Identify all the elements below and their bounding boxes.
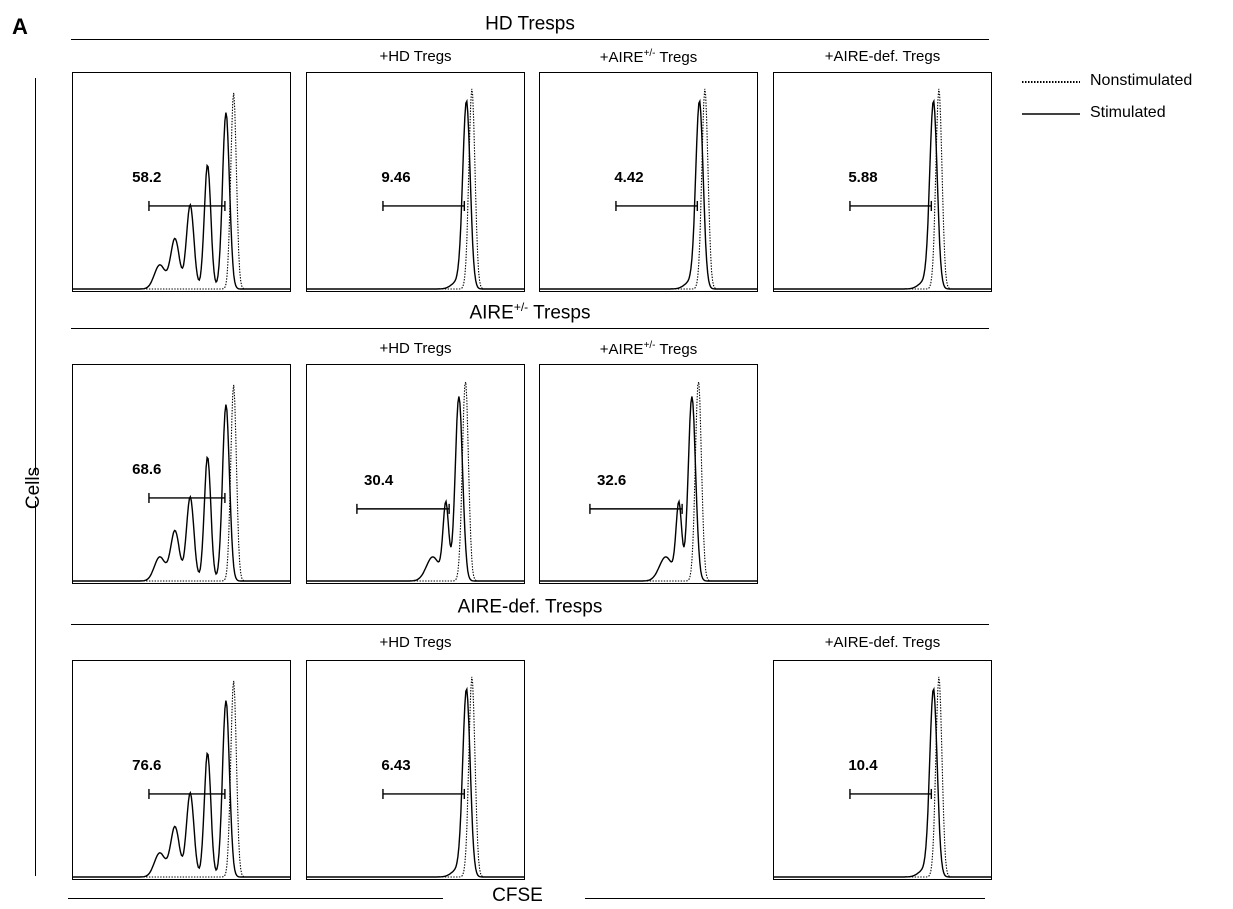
gate-value: 30.4 — [364, 472, 394, 489]
histogram-panel: 10.4 — [773, 660, 992, 880]
histogram-panel: 30.4 — [306, 364, 525, 584]
row-separator — [71, 328, 989, 329]
nonstimulated-curve — [540, 88, 757, 290]
row-title-main: HD Tresps — [485, 13, 575, 35]
histogram-svg: 5.88 — [774, 88, 991, 290]
gate-value: 32.6 — [597, 472, 626, 489]
row-title-main: AIRE — [469, 302, 514, 324]
stimulated-curve — [73, 700, 290, 878]
row-title-main: AIRE-def. Tresps — [457, 596, 603, 618]
histogram-title-main: +AIRE — [599, 49, 644, 66]
gate-value: 6.43 — [381, 757, 410, 774]
panel-label: A — [12, 14, 28, 39]
stimulated-curve — [73, 112, 290, 290]
nonstimulated-curve — [307, 88, 524, 290]
stimulated-curve — [540, 98, 757, 290]
nonstimulated-curve — [73, 384, 290, 582]
histogram-title: +AIRE-def. Tregs — [773, 634, 992, 651]
gate-value: 4.42 — [614, 169, 643, 186]
histogram-title: +AIRE+/- Tregs — [539, 48, 758, 66]
legend-stimulated-label: Stimulated — [1090, 104, 1166, 121]
stimulated-curve — [774, 686, 991, 878]
histogram-svg: 58.2 — [73, 92, 290, 290]
histogram-title: +AIRE+/- Tregs — [539, 340, 758, 358]
histogram-title-sup: +/- — [643, 340, 656, 351]
histogram-panel: 68.6 — [72, 364, 291, 584]
histogram-svg: 76.6 — [73, 680, 290, 878]
row-title-rest: Tresps — [528, 302, 591, 324]
stimulated-curve — [774, 98, 991, 290]
nonstimulated-curve — [540, 381, 757, 582]
histogram-panel: 5.88 — [773, 72, 992, 292]
stimulated-curve — [307, 98, 524, 290]
stimulated-curve — [307, 396, 524, 582]
row-title-sup: +/- — [513, 300, 529, 314]
histogram-title-main: +AIRE — [599, 341, 644, 358]
stimulated-curve — [73, 404, 290, 582]
histogram-panel: 32.6 — [539, 364, 758, 584]
histogram-panel: 4.42 — [539, 72, 758, 292]
histogram-title-main: +HD Tregs — [379, 340, 452, 357]
row-title-aire-def-tresps: AIRE-def. Tresps — [330, 592, 730, 618]
row-separator — [71, 39, 989, 40]
gate-value: 5.88 — [848, 169, 877, 186]
histogram-panel: 58.2 — [72, 72, 291, 292]
x-axis-line-left — [68, 898, 443, 899]
histogram-svg: 32.6 — [540, 381, 757, 582]
histogram-svg: 30.4 — [307, 381, 524, 582]
x-axis-label: CFSE — [492, 885, 543, 906]
histogram-title-sup: +/- — [643, 48, 656, 59]
histogram-title-main: +AIRE-def. Tregs — [824, 48, 941, 65]
gate-value: 10.4 — [848, 757, 878, 774]
histogram-title: +HD Tregs — [306, 340, 525, 357]
histogram-title: +HD Tregs — [306, 48, 525, 65]
row-title-hd-tresps: HD Tresps — [330, 9, 730, 35]
gate-value: 68.6 — [132, 461, 161, 478]
y-axis-label-bg — [15, 475, 55, 501]
nonstimulated-curve — [73, 92, 290, 290]
histogram-title: +AIRE-def. Tregs — [773, 48, 992, 65]
nonstimulated-curve — [307, 381, 524, 582]
histogram-title-main: +AIRE-def. Tregs — [824, 634, 941, 651]
nonstimulated-curve — [774, 676, 991, 878]
stimulated-curve — [540, 396, 757, 582]
gate-value: 58.2 — [132, 169, 161, 186]
histogram-title: +HD Tregs — [306, 634, 525, 651]
histogram-panel: 9.46 — [306, 72, 525, 292]
histogram-title-rest: Tregs — [655, 49, 698, 66]
histogram-panel: 76.6 — [72, 660, 291, 880]
histogram-title-main: +HD Tregs — [379, 48, 452, 65]
nonstimulated-curve — [73, 680, 290, 878]
nonstimulated-curve — [307, 676, 524, 878]
row-title-aire-het-tresps: AIRE+/- Tresps — [330, 300, 730, 324]
histogram-svg: 6.43 — [307, 676, 524, 878]
histogram-title-main: +HD Tregs — [379, 634, 452, 651]
nonstimulated-curve — [774, 88, 991, 290]
row-separator — [71, 624, 989, 625]
histogram-svg: 10.4 — [774, 676, 991, 878]
histogram-panel: 6.43 — [306, 660, 525, 880]
histogram-svg: 68.6 — [73, 384, 290, 582]
histogram-svg: 4.42 — [540, 88, 757, 290]
stimulated-curve — [307, 686, 524, 878]
y-axis-label: Cells — [23, 466, 44, 510]
histogram-svg: 9.46 — [307, 88, 524, 290]
legend-nonstimulated-label: Nonstimulated — [1090, 72, 1193, 89]
histogram-title-rest: Tregs — [655, 341, 698, 358]
x-axis-line-right — [585, 898, 985, 899]
gate-value: 9.46 — [381, 169, 410, 186]
gate-value: 76.6 — [132, 757, 161, 774]
legend: Nonstimulated Stimulated — [1020, 70, 1230, 130]
